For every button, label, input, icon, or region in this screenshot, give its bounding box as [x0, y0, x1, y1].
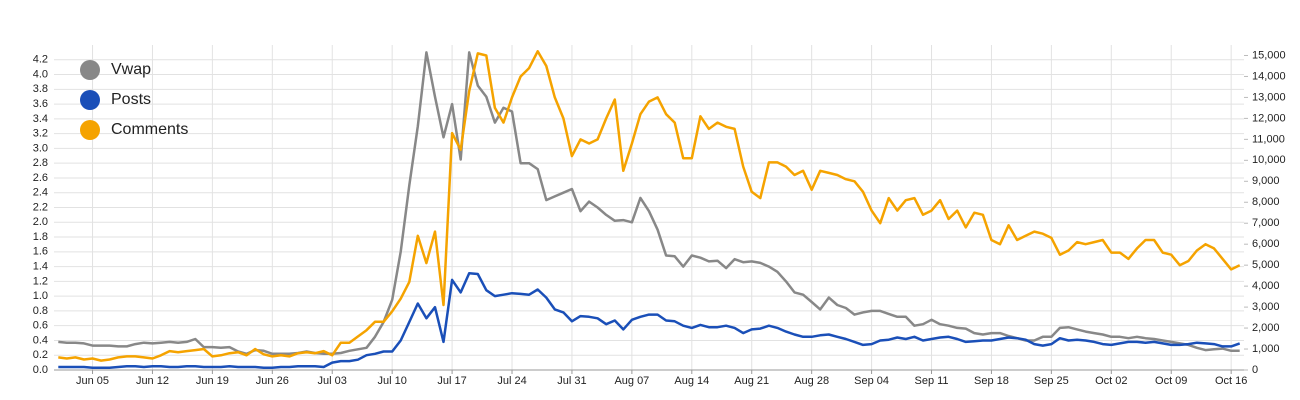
- x-tick-label: Aug 28: [794, 375, 829, 387]
- x-tick-label: Jun 26: [256, 375, 289, 387]
- series-line: [58, 51, 1240, 356]
- y-tick-label: 2.0: [33, 216, 48, 228]
- y2-tick-label: 14,000: [1252, 70, 1286, 82]
- y2-tick-label: 6,000: [1252, 238, 1280, 250]
- x-tick-label: Jun 19: [196, 375, 229, 387]
- x-tick-label: Jul 31: [557, 375, 586, 387]
- y-tick-label: 1.6: [33, 246, 48, 258]
- y2-tick-label: 5,000: [1252, 259, 1280, 271]
- x-tick-label: Oct 02: [1095, 375, 1127, 387]
- x-tick-label: Sep 04: [854, 375, 889, 387]
- y-tick-label: 2.2: [33, 201, 48, 213]
- legend-marker: [80, 60, 100, 80]
- x-tick-label: Jun 12: [136, 375, 169, 387]
- y-tick-label: 3.2: [33, 128, 48, 140]
- y-tick-label: 3.4: [33, 113, 48, 125]
- y-tick-label: 2.8: [33, 157, 48, 169]
- y-tick-label: 3.0: [33, 142, 48, 154]
- legend-label: Posts: [111, 91, 151, 108]
- y-tick-label: 0.4: [33, 334, 48, 346]
- x-tick-label: Aug 07: [614, 375, 649, 387]
- y-tick-label: 1.8: [33, 231, 48, 243]
- y2-tick-label: 13,000: [1252, 91, 1286, 103]
- y-tick-label: 1.2: [33, 275, 48, 287]
- x-tick-label: Sep 25: [1034, 375, 1069, 387]
- y-tick-label: 3.6: [33, 98, 48, 110]
- x-tick-label: Oct 16: [1215, 375, 1247, 387]
- y2-tick-label: 0: [1252, 364, 1258, 376]
- x-tick-label: Jul 17: [437, 375, 466, 387]
- y-tick-label: 0.8: [33, 305, 48, 317]
- y2-tick-label: 15,000: [1252, 49, 1286, 61]
- y2-tick-label: 8,000: [1252, 196, 1280, 208]
- x-tick-label: Aug 14: [674, 375, 709, 387]
- x-tick-label: Jul 03: [318, 375, 347, 387]
- y2-tick-label: 9,000: [1252, 175, 1280, 187]
- y-tick-label: 1.0: [33, 290, 48, 302]
- legend-marker: [80, 120, 100, 140]
- y-tick-label: 0.0: [33, 364, 48, 376]
- y2-tick-label: 4,000: [1252, 280, 1280, 292]
- x-tick-label: Jun 05: [76, 375, 109, 387]
- y2-tick-label: 1,000: [1252, 343, 1280, 355]
- y2-tick-label: 2,000: [1252, 322, 1280, 334]
- y2-tick-label: 7,000: [1252, 217, 1280, 229]
- legend-label: Comments: [111, 121, 188, 138]
- y-tick-label: 0.2: [33, 349, 48, 361]
- series-line: [58, 50, 1241, 362]
- x-tick-label: Jul 10: [377, 375, 406, 387]
- y-tick-label: 2.6: [33, 172, 48, 184]
- y-tick-label: 4.2: [33, 54, 48, 66]
- x-tick-label: Oct 09: [1155, 375, 1187, 387]
- y2-tick-label: 10,000: [1252, 154, 1286, 166]
- y-tick-label: 3.8: [33, 83, 48, 95]
- x-tick-label: Sep 11: [914, 375, 948, 387]
- y-tick-label: 1.4: [33, 260, 48, 272]
- x-tick-label: Aug 21: [734, 375, 769, 387]
- y2-tick-label: 12,000: [1252, 112, 1286, 124]
- series-line: [58, 271, 1241, 370]
- x-tick-label: Sep 18: [974, 375, 1009, 387]
- y2-tick-label: 3,000: [1252, 301, 1280, 313]
- y-tick-label: 4.0: [33, 68, 48, 80]
- legend-label: Vwap: [111, 61, 151, 78]
- legend-marker: [80, 90, 100, 110]
- y2-tick-label: 11,000: [1252, 133, 1285, 145]
- y-tick-label: 0.6: [33, 320, 48, 332]
- x-tick-label: Jul 24: [497, 375, 526, 387]
- y-tick-label: 2.4: [33, 187, 48, 199]
